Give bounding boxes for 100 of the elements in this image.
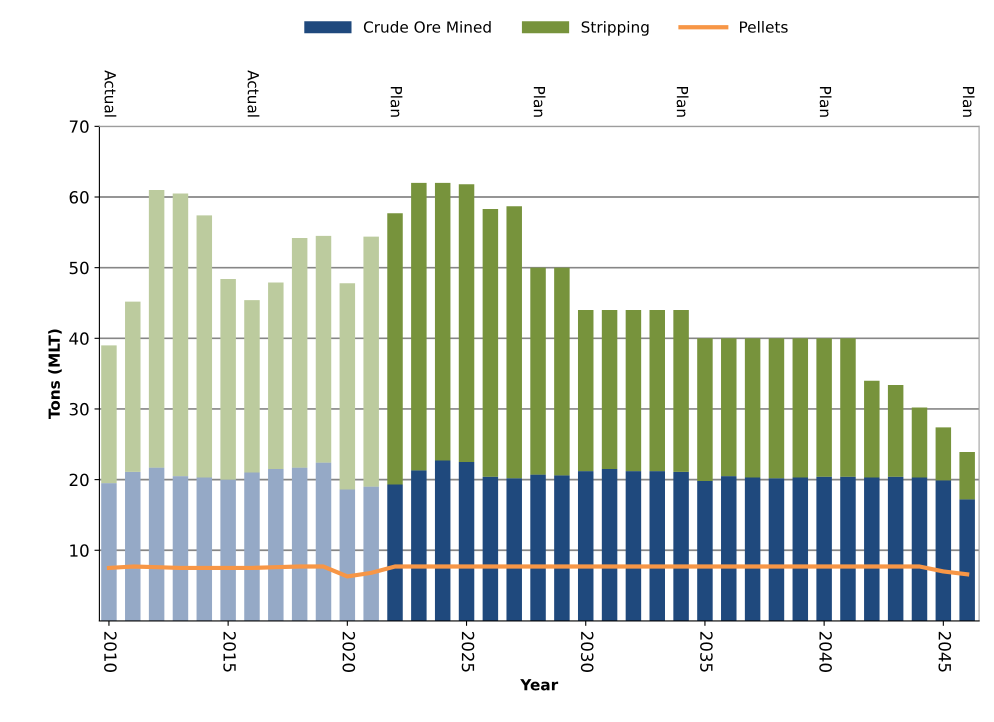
- bar: [673, 310, 689, 472]
- bar: [959, 499, 975, 621]
- y-tick-label: 30: [70, 402, 89, 416]
- bar: [768, 478, 784, 621]
- bar: [411, 182, 427, 470]
- line-series: [106, 564, 970, 578]
- bar: [912, 408, 928, 478]
- text: Plan: [676, 87, 688, 117]
- bar: [292, 238, 308, 468]
- y-tick-label: 70: [70, 120, 89, 133]
- y-tick-label: 20: [70, 474, 89, 486]
- bar: [626, 471, 642, 621]
- bar: [244, 472, 260, 621]
- x-tick-label: 2010: [104, 632, 117, 672]
- text: Plan: [534, 87, 546, 117]
- bar: [626, 310, 642, 472]
- x-axis-title: Year: [520, 679, 558, 690]
- bar: [864, 477, 880, 621]
- bar: [148, 468, 164, 621]
- bar: [101, 483, 117, 621]
- legend-label: Stripping: [582, 20, 649, 36]
- text: Plan: [962, 87, 975, 117]
- bar: [340, 283, 356, 490]
- bar: [530, 474, 546, 621]
- bar: [888, 476, 904, 621]
- bar: [482, 209, 498, 477]
- bar: [602, 310, 618, 470]
- bar: [387, 213, 403, 485]
- bar: [840, 338, 856, 477]
- bar: [172, 476, 188, 621]
- x-tick-label: 2025: [462, 632, 474, 672]
- bar: [196, 215, 212, 478]
- bar: [458, 184, 474, 462]
- bar: [888, 384, 904, 477]
- bar: [101, 345, 117, 484]
- bar: [292, 468, 308, 621]
- bar: [434, 182, 450, 461]
- y-tick-label: 10: [70, 544, 89, 557]
- bar: [744, 338, 760, 478]
- y-axis-title: Tons (MLT): [48, 329, 62, 420]
- bar: [602, 469, 618, 621]
- y-tick-label: 60: [70, 190, 89, 204]
- bar: [458, 462, 474, 621]
- bar: [316, 236, 332, 463]
- bar: [912, 477, 928, 621]
- bar: [434, 460, 450, 621]
- bar: [936, 480, 952, 621]
- bar: [196, 477, 212, 621]
- bar: [172, 193, 188, 476]
- bar: [578, 310, 594, 472]
- bar: [268, 469, 284, 621]
- legend-label: Pellets: [740, 20, 788, 33]
- bar: [936, 427, 952, 480]
- bar: [125, 302, 141, 472]
- bar: [721, 476, 737, 621]
- text: Actual: [104, 70, 116, 117]
- bar: [792, 477, 808, 621]
- bar: [697, 338, 713, 482]
- y-tick-label: 50: [70, 262, 89, 274]
- bar: [697, 481, 713, 621]
- bar: [316, 462, 332, 621]
- x-tick-label: 2035: [700, 632, 713, 672]
- bar: [578, 471, 594, 621]
- bar: [792, 338, 808, 478]
- bar: [721, 338, 737, 476]
- bar: [268, 282, 284, 470]
- bar: [959, 452, 975, 500]
- bar: [363, 486, 379, 621]
- x-tick-label: 2040: [819, 632, 832, 672]
- bar: [220, 278, 236, 480]
- text: Actual: [248, 70, 260, 117]
- bar: [482, 476, 498, 621]
- bar: [768, 338, 784, 478]
- y-tick-label: 40: [69, 332, 89, 345]
- bar: [840, 476, 856, 621]
- bar: [744, 477, 760, 621]
- bar: [411, 470, 427, 621]
- text: Plan: [820, 87, 832, 117]
- bar: [816, 476, 832, 621]
- bar: [220, 480, 236, 621]
- bar: [530, 268, 546, 475]
- bar: [125, 472, 141, 621]
- x-tick-label: 2045: [938, 632, 952, 672]
- bar: [363, 236, 379, 487]
- bar: [340, 490, 356, 621]
- x-tick-label: 2030: [580, 632, 594, 672]
- bar: [506, 478, 522, 621]
- bar: [506, 206, 522, 478]
- bar: [148, 190, 164, 468]
- text: Plan: [390, 87, 402, 117]
- bar: [650, 310, 665, 472]
- bar: [554, 268, 570, 476]
- bar: [650, 471, 665, 621]
- bar: [554, 475, 570, 621]
- bar: [244, 300, 260, 473]
- bar: [387, 484, 403, 621]
- bar: [673, 472, 689, 621]
- legend-label: Crude Ore Mined: [364, 20, 491, 33]
- bar: [816, 338, 832, 477]
- x-tick-label: 2015: [223, 632, 236, 672]
